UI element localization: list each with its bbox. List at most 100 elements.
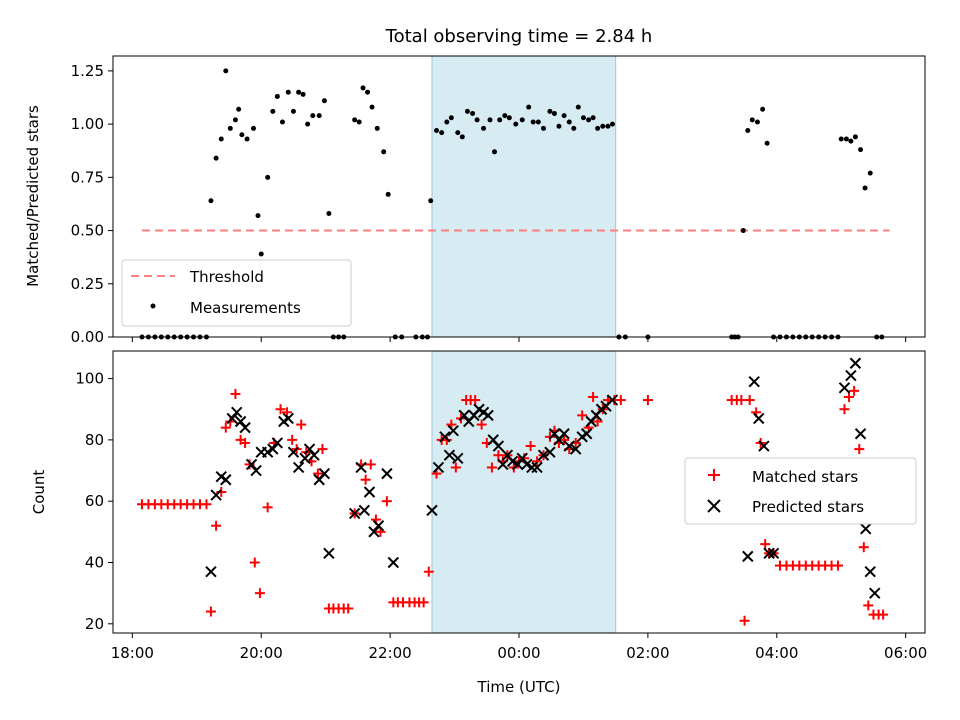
matched-star-marker — [588, 391, 599, 402]
measurement-point — [459, 134, 465, 140]
predicted-star-marker — [368, 526, 380, 538]
measurement-point — [764, 140, 770, 146]
measurement-point — [848, 138, 854, 144]
measurement-point — [474, 117, 480, 123]
legend-matched-swatch — [708, 469, 720, 481]
predicted-star-marker — [210, 489, 222, 501]
measurement-point — [551, 110, 557, 116]
predicted-star-marker — [226, 412, 238, 425]
predicted-star-marker — [580, 428, 593, 440]
predicted-star-marker — [426, 504, 438, 517]
matched-star-marker — [230, 388, 241, 399]
matched-star-marker — [423, 566, 434, 577]
predicted-star-marker — [303, 443, 316, 455]
matched-star-marker — [275, 404, 286, 415]
matched-star-marker — [205, 606, 216, 617]
matched-star-marker — [287, 434, 298, 445]
predicted-star-marker — [869, 587, 881, 599]
predicted-star-marker — [558, 428, 570, 440]
measurement-point — [365, 89, 371, 95]
predicted-star-marker — [838, 382, 851, 394]
predicted-star-marker — [763, 547, 775, 560]
measurement-point — [590, 115, 596, 121]
predicted-star-marker — [355, 461, 367, 474]
measurement-point — [300, 91, 306, 97]
predicted-star-marker — [287, 446, 300, 458]
matched-star-marker — [296, 419, 307, 430]
x-tick-label: 06:00 — [884, 644, 927, 662]
measurement-point — [497, 117, 503, 123]
matched-star-marker — [365, 459, 376, 470]
legend-measurements-swatch — [150, 303, 156, 309]
predicted-star-marker — [439, 431, 451, 443]
predicted-star-marker — [234, 415, 247, 428]
matched-star-marker — [493, 450, 504, 461]
matched-star-marker — [282, 407, 292, 418]
count-y-axis-label: Count — [30, 470, 48, 515]
measurement-point — [381, 149, 387, 155]
predicted-star-marker — [526, 461, 538, 474]
measurement-point — [232, 117, 238, 123]
matched-star-marker — [262, 502, 273, 513]
predicted-star-marker — [299, 452, 311, 464]
measurement-point — [305, 121, 311, 127]
matched-star-marker — [249, 557, 260, 568]
matched-star-marker — [849, 385, 860, 396]
predicted-star-marker — [261, 446, 274, 458]
matched-star-marker — [525, 441, 536, 452]
measurement-point — [535, 119, 541, 125]
measurement-point — [481, 125, 487, 131]
measurement-point — [540, 125, 546, 131]
x-tick-label: 00:00 — [497, 644, 540, 662]
measurement-point — [290, 108, 296, 114]
predicted-star-marker — [387, 556, 400, 569]
predicted-star-marker — [606, 394, 619, 406]
count-legend-box — [684, 457, 917, 525]
x-tick-label: 04:00 — [755, 644, 798, 662]
matched-star-marker — [760, 539, 771, 550]
measurement-point — [580, 115, 586, 121]
y-tick-label: 80 — [85, 431, 104, 449]
legend-matched-label: Matched stars — [752, 468, 858, 486]
measurement-point — [448, 115, 454, 121]
measurement-point — [513, 121, 519, 127]
ratio-panel: 0.00 0.25 0.50 0.75 1.00 1.25 Total observing… — [24, 26, 926, 346]
measurement-point — [356, 119, 362, 125]
y-tick-label: 0.75 — [71, 168, 104, 186]
measurement-point — [858, 147, 864, 153]
predicted-star-marker — [372, 520, 385, 532]
y-tick-label: 60 — [85, 492, 104, 510]
predicted-star-marker — [282, 412, 294, 425]
measurement-point — [749, 117, 755, 123]
predicted-star-marker — [753, 412, 765, 425]
measurement-point — [244, 136, 250, 142]
observing-span-highlight — [431, 350, 617, 634]
measurement-point — [321, 98, 327, 104]
measurement-point — [236, 106, 242, 112]
predicted-star-marker — [458, 409, 470, 422]
measurement-point — [609, 121, 615, 127]
matched-star-marker — [220, 422, 231, 433]
count-y-axis-ticks: 20 40 60 80 100 — [75, 370, 113, 633]
predicted-star-marker — [220, 474, 232, 486]
measurement-point — [227, 125, 233, 131]
measurement-point — [444, 119, 450, 125]
predicted-star-marker — [271, 437, 284, 449]
predicted-star-marker — [363, 486, 376, 498]
measurement-point — [586, 117, 592, 123]
count-legend: Matched stars Predicted stars — [684, 457, 917, 525]
predicted-star-marker — [767, 547, 780, 560]
measurement-point — [296, 89, 302, 95]
measurement-point — [852, 134, 858, 140]
matched-star-marker — [240, 437, 251, 448]
predicted-star-marker — [548, 428, 561, 440]
predicted-star-marker — [432, 461, 445, 474]
matched-star-marker — [418, 597, 429, 608]
predicted-star-marker — [318, 467, 331, 480]
measurement-point — [575, 104, 581, 110]
predicted-star-marker — [443, 449, 456, 461]
measurement-point — [519, 117, 525, 123]
matched-star-marker — [254, 588, 265, 599]
count-axes-frame — [112, 350, 926, 634]
